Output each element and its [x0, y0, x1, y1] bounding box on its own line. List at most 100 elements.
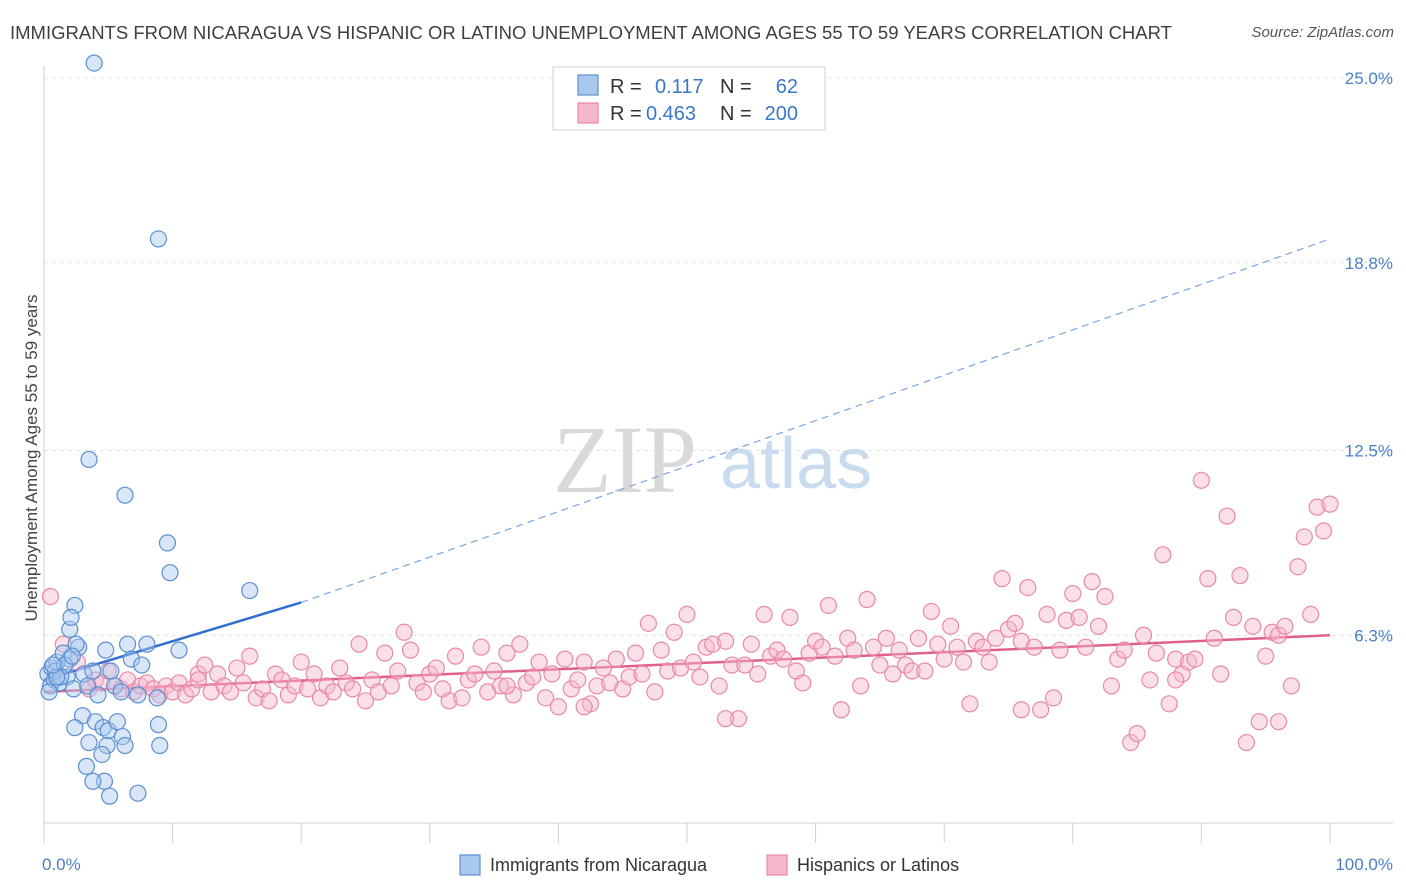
data-point-hispanic	[1244, 617, 1262, 635]
data-point-hispanic	[1276, 617, 1294, 635]
y-axis-label: Unemployment Among Ages 55 to 59 years	[22, 295, 41, 622]
data-point-hispanic	[144, 680, 162, 698]
data-point-hispanic	[504, 686, 522, 704]
y-tick-label: 6.3%	[1354, 626, 1393, 645]
data-point-hispanic	[877, 629, 895, 647]
data-point-hispanic	[350, 635, 368, 653]
data-point-hispanic	[1134, 626, 1153, 644]
data-point-hispanic	[897, 656, 915, 674]
y-tick-label: 18.8%	[1345, 254, 1393, 273]
data-point-hispanic	[1109, 650, 1127, 668]
data-point-hispanic	[961, 695, 979, 713]
data-point-hispanic	[761, 647, 780, 665]
data-point-nicaragua	[241, 581, 259, 600]
data-point-nicaragua	[133, 656, 151, 674]
data-point-hispanic	[1102, 677, 1120, 695]
data-point-hispanic	[652, 641, 670, 659]
data-point-hispanic	[286, 677, 304, 695]
data-point-nicaragua	[77, 757, 96, 775]
data-point-hispanic	[1212, 665, 1230, 683]
data-point-hispanic	[549, 698, 568, 716]
data-point-hispanic	[826, 647, 844, 665]
data-point-hispanic	[806, 632, 825, 650]
data-point-hispanic	[1032, 701, 1050, 719]
data-point-hispanic	[819, 596, 838, 615]
data-point-hispanic	[292, 653, 310, 671]
data-point-hispanic	[774, 650, 793, 668]
data-point-nicaragua	[97, 641, 115, 659]
data-point-hispanic	[1269, 713, 1288, 731]
legend-label-hispanic: Hispanics or Latinos	[797, 855, 959, 875]
data-point-hispanic	[1154, 546, 1172, 564]
data-point-nicaragua	[116, 486, 134, 504]
data-point-hispanic	[768, 641, 786, 659]
x-tick-label: 100.0%	[1335, 855, 1393, 874]
data-point-hispanic	[987, 629, 1005, 647]
data-point-nicaragua	[161, 564, 179, 582]
stats-swatch-hispanic	[577, 102, 599, 124]
stats-r-label: R =	[610, 76, 642, 98]
data-point-hispanic	[164, 683, 182, 701]
data-point-hispanic	[1257, 647, 1275, 665]
data-point-hispanic	[498, 677, 516, 695]
stats-n-value: 200	[765, 103, 798, 125]
data-point-hispanic	[517, 674, 535, 692]
data-point-hispanic	[427, 659, 445, 677]
data-point-hispanic	[620, 668, 638, 686]
data-point-hispanic	[1051, 641, 1069, 659]
data-point-hispanic	[1019, 578, 1037, 597]
data-point-hispanic	[922, 602, 940, 621]
data-point-hispanic	[408, 674, 426, 692]
data-point-nicaragua	[102, 662, 120, 680]
data-point-hispanic	[948, 638, 966, 656]
data-point-nicaragua	[149, 716, 168, 734]
data-point-hispanic	[729, 710, 748, 728]
stats-n-label: N =	[720, 103, 752, 125]
data-point-hispanic	[376, 644, 394, 662]
legend-swatch-nicaragua	[459, 854, 481, 876]
data-point-hispanic	[755, 605, 773, 624]
data-point-hispanic	[665, 623, 683, 641]
data-point-hispanic	[1314, 522, 1333, 540]
data-point-nicaragua	[100, 787, 119, 805]
data-point-hispanic	[646, 683, 664, 701]
data-point-hispanic	[176, 686, 195, 704]
stats-r-value: 0.463	[646, 103, 696, 125]
data-point-hispanic	[305, 665, 323, 683]
stats-n-value: 62	[776, 76, 798, 98]
data-point-nicaragua	[63, 647, 81, 665]
data-point-hispanic	[1044, 689, 1063, 707]
data-point-nicaragua	[129, 686, 147, 704]
data-point-nicaragua	[80, 733, 98, 752]
data-point-hispanic	[1077, 638, 1095, 656]
data-point-hispanic	[472, 638, 490, 656]
data-point-nicaragua	[89, 686, 107, 704]
watermark-zip: ZIP	[553, 406, 697, 513]
data-point-hispanic	[221, 683, 240, 701]
data-point-hispanic	[1308, 498, 1326, 516]
data-point-hispanic	[1141, 671, 1159, 689]
data-point-hispanic	[723, 656, 741, 674]
data-point-nicaragua	[52, 668, 70, 686]
data-point-hispanic	[1070, 608, 1088, 626]
data-point-hispanic	[1089, 617, 1108, 635]
data-point-hispanic	[459, 671, 477, 689]
data-point-hispanic	[1160, 695, 1178, 713]
data-point-hispanic	[1186, 650, 1204, 668]
data-point-hispanic	[710, 677, 728, 695]
data-point-nicaragua	[84, 662, 102, 680]
data-point-hispanic	[1083, 573, 1101, 591]
data-point-hispanic	[543, 665, 561, 683]
data-point-hispanic	[871, 656, 889, 674]
data-point-hispanic	[607, 650, 625, 668]
stats-swatch-nicaragua	[577, 74, 599, 96]
axes	[43, 66, 1393, 843]
data-point-hispanic	[781, 608, 799, 626]
data-point-hispanic	[318, 677, 336, 695]
data-point-nicaragua	[64, 680, 83, 698]
legend-swatch-hispanic	[766, 854, 788, 876]
data-point-hispanic	[1167, 671, 1185, 689]
data-point-hispanic	[1057, 611, 1075, 629]
data-point-hispanic	[466, 665, 484, 683]
data-point-hispanic	[1192, 471, 1211, 489]
